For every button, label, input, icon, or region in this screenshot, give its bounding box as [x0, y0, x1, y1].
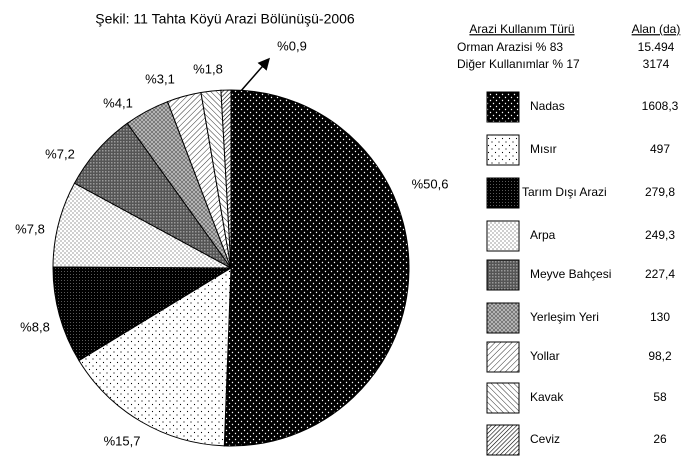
legend-swatch — [486, 177, 520, 209]
legend-area: 26 — [653, 432, 667, 446]
legend-area: 130 — [650, 310, 670, 324]
summary-area: 15.494 — [638, 40, 675, 54]
legend-label: Yollar — [530, 349, 560, 363]
legend-label: Yerleşim Yeri — [530, 310, 599, 324]
legend-area: 98,2 — [648, 349, 672, 363]
legend-label: Nadas — [530, 99, 565, 113]
legend-swatch — [486, 134, 520, 166]
legend-area: 497 — [650, 142, 670, 156]
legend-header: Alan (da) — [632, 22, 681, 36]
legend-swatch — [486, 424, 520, 456]
data-label: %7,2 — [45, 146, 75, 161]
legend-header: Arazi Kullanım Türü — [469, 22, 574, 36]
summary-area: 3174 — [643, 57, 670, 71]
pie-slice — [78, 267, 232, 447]
pie-slice — [220, 89, 232, 269]
arrow — [239, 57, 270, 93]
legend-swatch — [486, 341, 520, 373]
legend-label: Meyve Bahçesi — [530, 267, 611, 281]
summary-label: Diğer Kullanımlar % 17 — [457, 57, 580, 71]
data-label: %15,7 — [104, 433, 141, 448]
chart-title: Şekil: 11 Tahta Köyü Arazi Bölünüşü-2006 — [95, 11, 355, 27]
legend-swatch — [486, 382, 520, 414]
data-label: %8,8 — [20, 319, 50, 334]
data-label: %1,8 — [193, 61, 223, 76]
legend-area: 58 — [653, 390, 667, 404]
pie-slice — [52, 266, 233, 362]
legend-swatch — [486, 220, 520, 252]
legend-area: 279,8 — [645, 185, 675, 199]
legend-label: Kavak — [530, 390, 564, 404]
data-label: %0,9 — [277, 38, 307, 53]
legend-area: 227,4 — [645, 267, 675, 281]
data-label: %3,1 — [145, 71, 175, 86]
legend-label: Arpa — [530, 228, 556, 242]
legend-swatch — [486, 91, 520, 123]
legend-label: Mısır — [530, 142, 557, 156]
pie-slice — [223, 89, 410, 447]
legend-label: Ceviz — [530, 432, 560, 446]
data-label: %50,6 — [412, 176, 449, 191]
summary-label: Orman Arazisi % 83 — [457, 40, 563, 54]
legend-swatch — [486, 259, 520, 291]
legend-swatch — [486, 302, 520, 334]
data-label: %7,8 — [15, 221, 45, 236]
legend-area: 249,3 — [645, 228, 675, 242]
legend-label: Tarım Dışı Arazi — [522, 185, 607, 199]
legend-area: 1608,3 — [642, 99, 679, 113]
data-label: %4,1 — [103, 95, 133, 110]
